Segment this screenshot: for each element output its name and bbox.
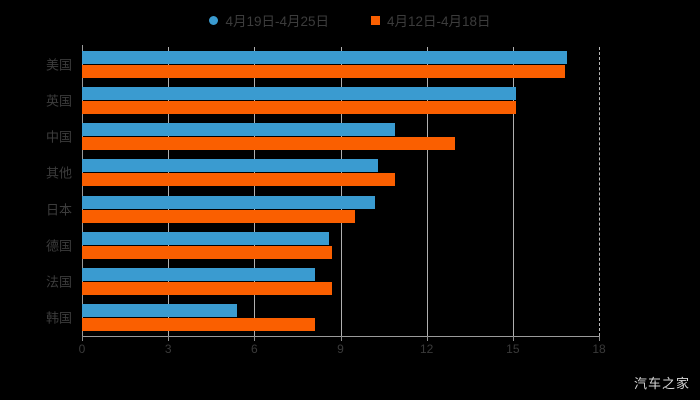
bar-chart: 美国英国中国其他日本德国法国韩国 0 3 6 9 12 15 18 (0, 34, 700, 364)
x-axis-tick (599, 336, 600, 341)
y-axis-category-label: 日本 (45, 202, 72, 218)
bar[interactable] (82, 231, 329, 245)
legend-square-marker-icon (371, 15, 380, 25)
bar-group (82, 87, 599, 115)
bar-group (82, 51, 599, 78)
y-axis-category-label: 英国 (45, 93, 72, 109)
bar[interactable] (82, 87, 516, 101)
bar[interactable] (82, 267, 315, 281)
gridline (340, 47, 342, 336)
legend-entry[interactable]: 4月19日-4月25日 (209, 10, 329, 30)
x-axis-tick (426, 336, 428, 341)
bar[interactable] (82, 317, 315, 331)
y-axis-category-labels: 美国英国中国其他日本德国法国韩国 (0, 47, 72, 336)
legend-entry-label: 4月19日-4月25日 (225, 14, 329, 29)
x-axis-tick-label: 18 (592, 342, 606, 356)
x-axis-tick-label: 3 (164, 342, 172, 356)
bar[interactable] (82, 101, 516, 115)
x-axis-tick-label: 9 (337, 342, 344, 356)
y-axis-category-label: 韩国 (45, 310, 72, 326)
x-axis-tick (254, 336, 256, 341)
y-axis-category-label: 中国 (45, 129, 72, 145)
bar-group (82, 159, 599, 187)
gridline (426, 47, 428, 336)
watermark: 汽车之家 (633, 376, 690, 391)
legend-circle-marker-icon (209, 15, 219, 25)
x-axis-tick (82, 336, 83, 341)
x-axis-tick (340, 336, 342, 341)
bar[interactable] (82, 173, 396, 187)
bar-group (82, 195, 599, 223)
bar[interactable] (82, 195, 375, 209)
x-axis-tick-label: 6 (250, 342, 258, 356)
x-axis-tick-label: 15 (506, 342, 520, 356)
bar[interactable] (82, 303, 238, 317)
bar[interactable] (82, 281, 332, 295)
bar[interactable] (82, 159, 378, 173)
y-axis-category-label: 美国 (45, 57, 72, 73)
bar[interactable] (82, 137, 456, 151)
plot-area (82, 47, 600, 336)
x-axis-tick-label: 0 (78, 342, 86, 356)
y-axis-category-label: 德国 (45, 238, 72, 254)
gridline (254, 47, 256, 336)
bar-group (82, 123, 599, 151)
bar[interactable] (82, 51, 568, 64)
gridline (168, 47, 170, 336)
chart-legend: 4月19日-4月25日 4月12日-4月18日 (0, 8, 700, 32)
gridline (512, 47, 514, 336)
legend-entry[interactable]: 4月12日-4月18日 (371, 10, 491, 30)
bar-group (82, 267, 599, 295)
bar[interactable] (82, 245, 332, 259)
bar[interactable] (82, 65, 565, 78)
y-axis-category-label: 法国 (45, 274, 72, 290)
bar-group (82, 303, 599, 331)
x-axis-tick (512, 336, 514, 341)
y-axis-line (82, 45, 83, 338)
bar[interactable] (82, 209, 355, 223)
gridline (599, 47, 600, 336)
legend-entry-label: 4月12日-4月18日 (387, 14, 491, 29)
x-axis-tick (168, 336, 170, 341)
x-axis-tick-label: 12 (419, 342, 434, 356)
bar-group (82, 231, 599, 259)
bar[interactable] (82, 123, 396, 137)
y-axis-category-label: 其他 (45, 165, 72, 181)
